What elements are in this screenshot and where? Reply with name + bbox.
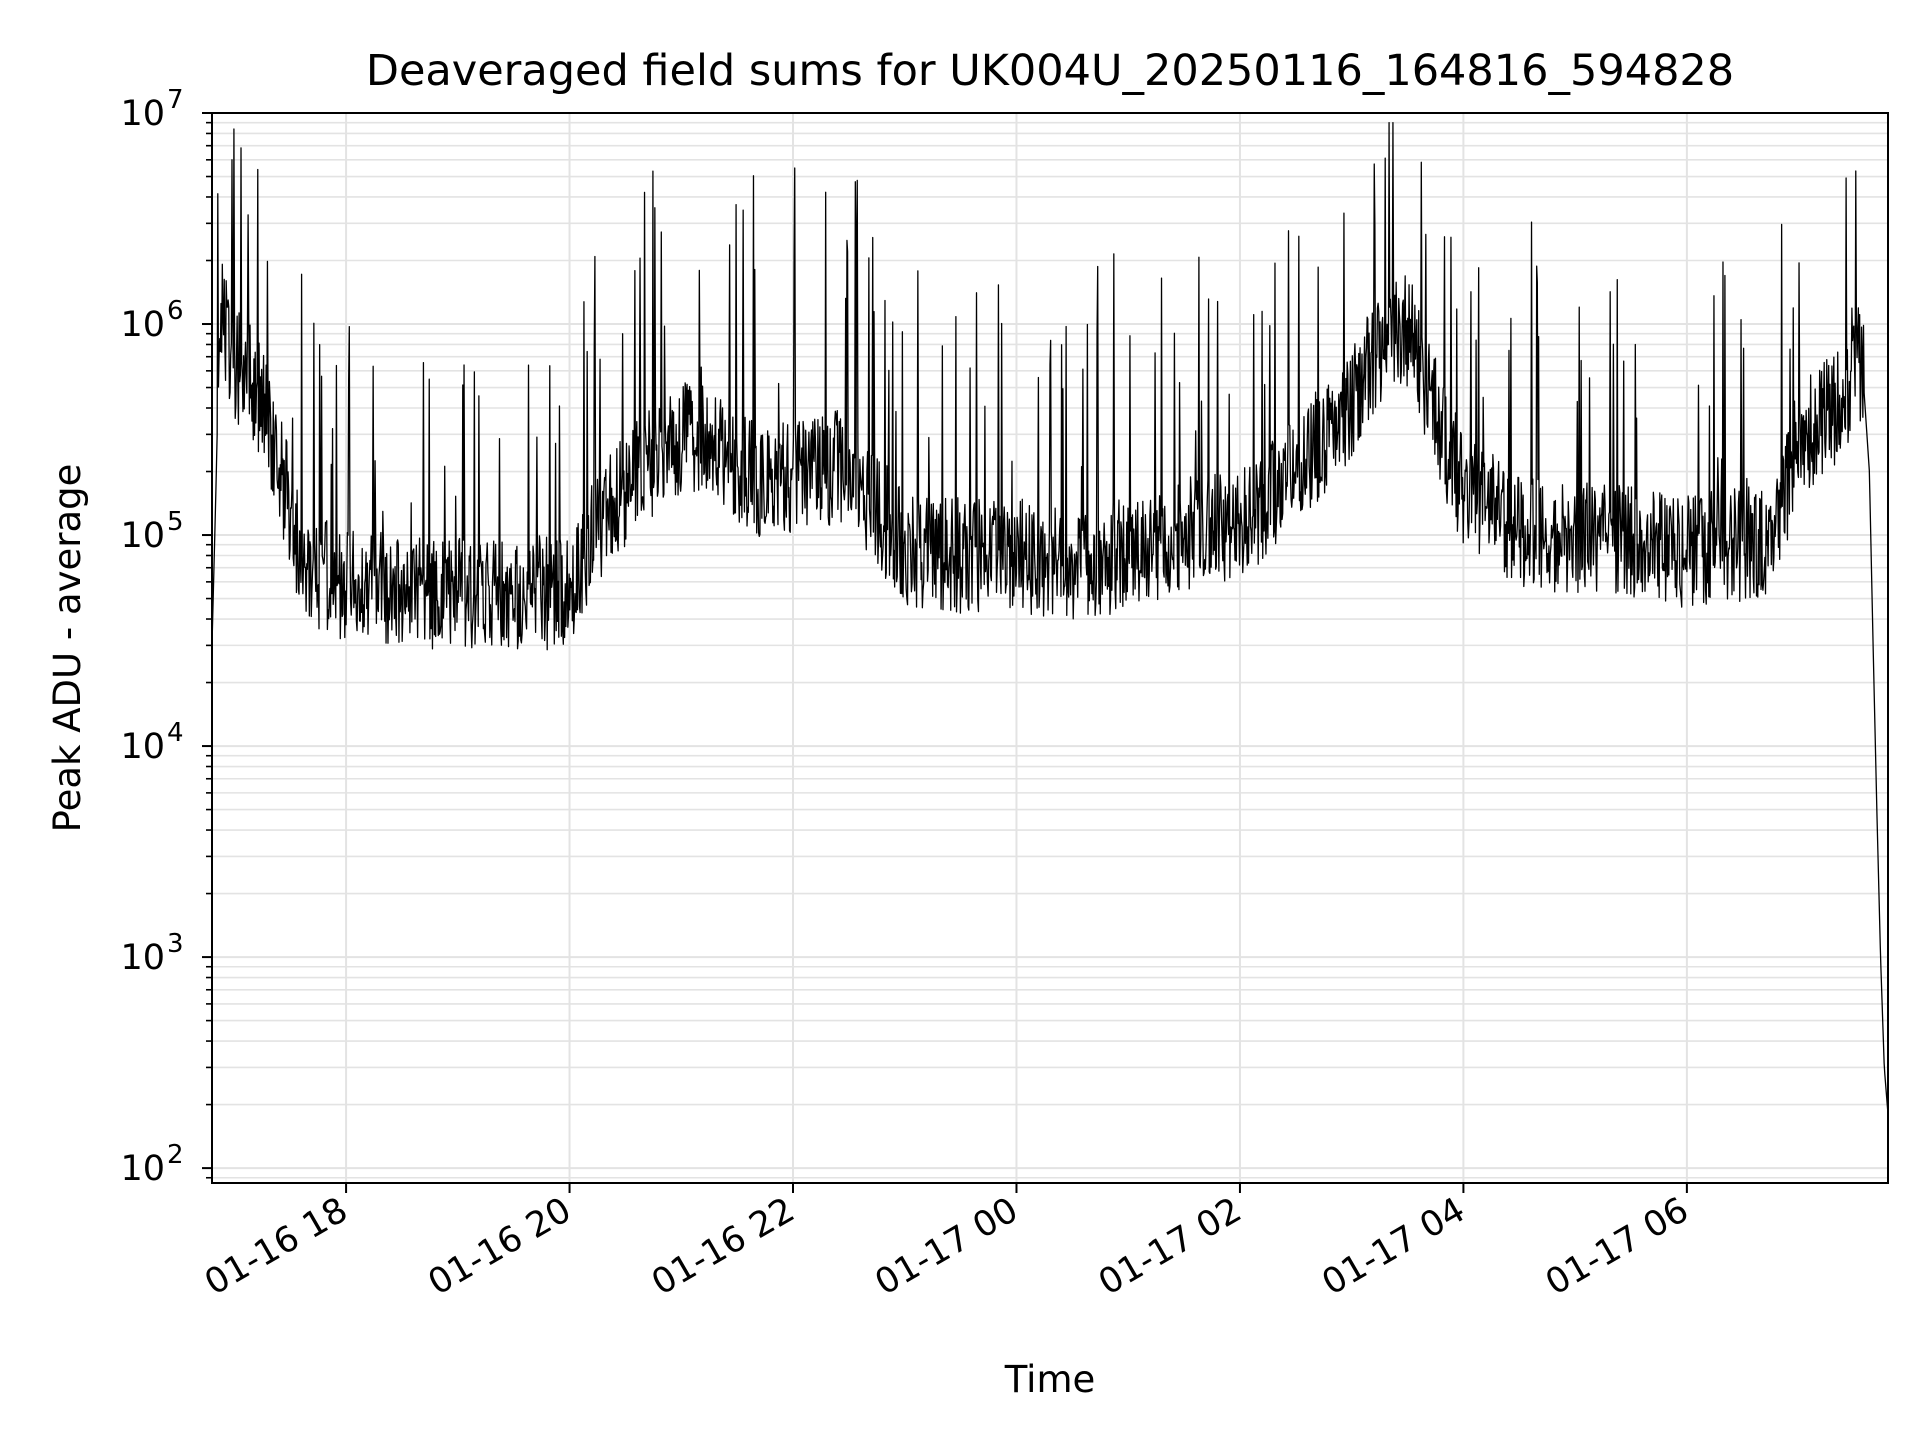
y-axis-label: Peak ADU - average (46, 464, 89, 833)
y-tick-label: 105 (120, 507, 183, 556)
y-tick-label: 103 (120, 929, 183, 978)
y-tick-label: 107 (120, 85, 183, 134)
x-axis-label: Time (1004, 1358, 1096, 1401)
y-tick-label: 106 (120, 296, 183, 345)
plot-frame (211, 112, 1889, 1184)
y-tick-label: 102 (120, 1140, 183, 1189)
chart-title: Deaveraged field sums for UK004U_2025011… (366, 46, 1734, 96)
y-tick-label: 104 (120, 718, 183, 767)
series-line (211, 122, 1889, 1115)
y-axis: 102 103 104 105 106 107 (120, 85, 212, 1189)
minor-gridlines (212, 121, 1888, 1179)
